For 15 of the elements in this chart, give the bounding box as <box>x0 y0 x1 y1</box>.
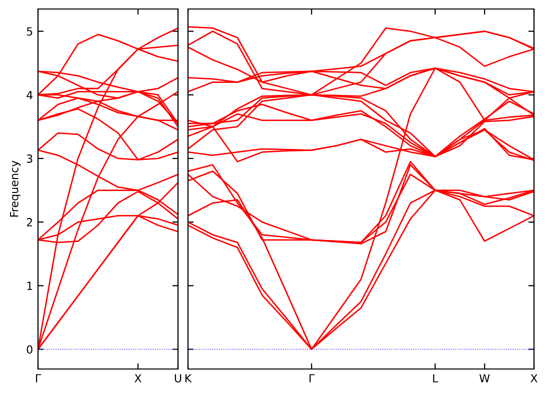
y-tick-label: 2 <box>26 218 32 226</box>
y-tick-label: 5 <box>26 27 32 36</box>
x-tick-label: L <box>433 374 438 382</box>
y-tick-label: 1 <box>27 282 32 290</box>
x-tick-label: U <box>174 374 182 382</box>
x-tick-label: Γ <box>310 374 315 382</box>
x-tick-label: Γ <box>36 374 42 382</box>
x-tick-label: W <box>479 374 490 382</box>
y-tick-label: 4 <box>26 90 33 100</box>
y-tick-label: 3 <box>26 154 32 163</box>
x-tick-label: K <box>185 374 192 382</box>
y-tick-label: 0 <box>26 345 32 354</box>
x-tick-label: X <box>530 374 538 382</box>
y-axis-title: Frequency <box>10 160 21 217</box>
x-tick-label: X <box>134 374 142 382</box>
